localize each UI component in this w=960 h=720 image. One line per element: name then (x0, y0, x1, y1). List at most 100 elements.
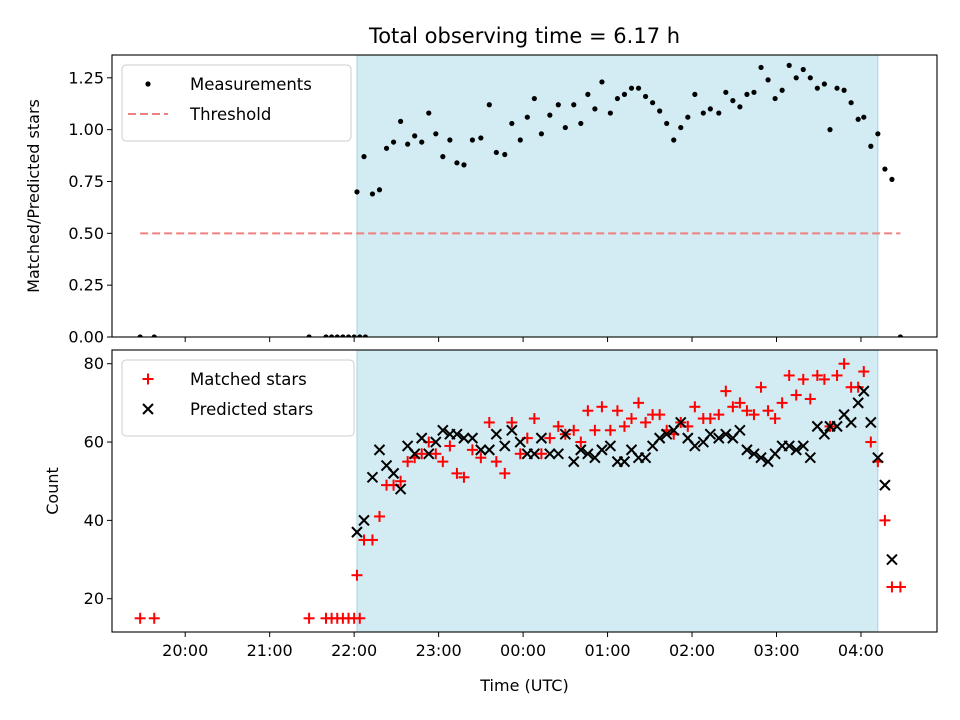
measurement-point (585, 91, 591, 97)
measurement-point (875, 131, 881, 137)
predicted-star-point (689, 440, 701, 452)
predicted-star-point (535, 432, 548, 444)
matched-star-point (351, 569, 363, 581)
measurement-point (841, 87, 847, 93)
predicted-star-point (490, 428, 503, 440)
x-tick-label: 03:00 (753, 641, 799, 660)
predicted-star-point (704, 428, 717, 440)
matched-star-point (506, 416, 518, 428)
measurement-point (137, 334, 143, 337)
predicted-star-point (466, 432, 479, 444)
legend-label: Measurements (190, 75, 312, 94)
y-tick-label: 1.00 (68, 120, 104, 139)
predicted-star-point (408, 448, 421, 460)
y-tick-label: 1.25 (68, 68, 104, 87)
matched-star-point (514, 448, 526, 460)
measurement-point (306, 334, 312, 337)
matched-star-point (755, 381, 767, 393)
matched-star-point (444, 440, 456, 452)
matched-star-point (475, 452, 487, 464)
predicted-star-point (358, 514, 370, 527)
matched-star-point (430, 448, 442, 460)
predicted-star-point (430, 436, 442, 448)
measurement-point (376, 187, 383, 193)
matched-star-point (148, 612, 160, 624)
measurement-point (493, 149, 499, 156)
x-tick-label: 21:00 (247, 641, 293, 660)
predicted-star-point (886, 553, 898, 566)
measurement-point (650, 100, 656, 106)
legend: Matched stars Predicted stars (121, 359, 355, 437)
predicted-star-point (653, 432, 666, 444)
matched-star-point (734, 397, 746, 409)
measurement-point (730, 98, 736, 104)
y-tick-label: 60 (84, 433, 104, 452)
measurement-point (426, 110, 432, 116)
matched-star-point (535, 448, 547, 460)
predicted-star-point (852, 397, 864, 409)
measurement-point (345, 334, 352, 337)
predicted-star-point (451, 428, 463, 440)
predicted-star-point (618, 455, 631, 468)
matched-star-point (552, 420, 564, 432)
measurement-point (855, 116, 861, 122)
y-tick-label: 0.50 (68, 224, 104, 243)
matched-star-point (783, 369, 795, 381)
measurement-point (469, 137, 476, 143)
matched-star-point (604, 424, 616, 436)
measurement-point (486, 102, 492, 108)
measurement-point (398, 118, 404, 124)
matched-star-point (804, 393, 816, 405)
y-axis-label: Count (43, 467, 62, 515)
predicted-star-point (387, 467, 400, 480)
predicted-star-point (865, 416, 877, 429)
measurement-point (692, 91, 698, 97)
measurement-point (524, 114, 530, 120)
measurement-point (882, 166, 888, 172)
measurement-point (447, 137, 453, 143)
matched-star-point (490, 456, 502, 468)
measurement-point (354, 189, 360, 195)
measurement-point (478, 135, 484, 141)
plot-area (134, 358, 906, 624)
matched-star-point (640, 416, 652, 428)
legend-box (121, 64, 352, 142)
matched-star-point (762, 405, 774, 417)
matched-star-point (858, 366, 870, 378)
measurement-point (621, 91, 628, 97)
measurement-point (405, 141, 411, 147)
legend-label: Matched stars (190, 370, 307, 389)
measurement-point (390, 139, 397, 145)
predicted-star-point (596, 444, 608, 456)
predicted-star-point (475, 444, 487, 456)
predicted-star-point (394, 483, 407, 495)
matched-star-point (776, 397, 788, 409)
measurement-point (517, 137, 523, 143)
measurement-point (547, 112, 553, 118)
predicted-star-point (639, 452, 652, 464)
predicted-star-point (797, 440, 809, 452)
predicted-star-point (804, 452, 817, 464)
matched-star-point (596, 401, 608, 413)
predicted-star-point (734, 424, 746, 436)
matched-star-point (625, 413, 637, 425)
measurement-point (657, 108, 663, 114)
matched-star-point (575, 436, 587, 448)
measurement-point (578, 120, 584, 127)
measurement-point (531, 95, 537, 102)
matched-star-point (790, 389, 802, 401)
predicted-star-point (416, 432, 428, 444)
x-tick-label: 02:00 (669, 641, 715, 660)
predicted-star-point (748, 448, 760, 460)
measurement-point (807, 75, 813, 81)
measurement-point (642, 93, 649, 100)
predicted-star-point (872, 452, 884, 464)
predicted-star-point (720, 428, 732, 440)
measurement-point (351, 334, 357, 337)
x-tick-label: 01:00 (585, 641, 631, 660)
predicted-star-point (879, 479, 891, 491)
measurement-point (716, 110, 722, 116)
predicted-star-point (790, 444, 802, 456)
predicted-star-point (559, 428, 572, 440)
panel-ratio: 0.00 0.25 0.50 0.75 1.00 1.25 Total observing … (24, 24, 938, 347)
